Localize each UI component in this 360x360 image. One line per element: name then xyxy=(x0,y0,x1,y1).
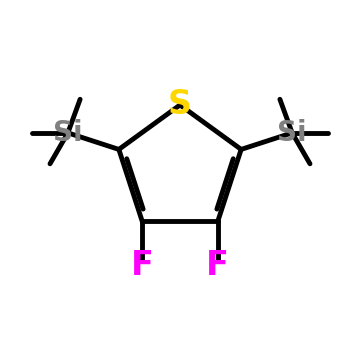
Text: Si: Si xyxy=(277,119,307,147)
Text: S: S xyxy=(168,89,192,121)
Text: F: F xyxy=(206,249,229,283)
Text: Si: Si xyxy=(53,119,83,147)
Text: F: F xyxy=(131,249,154,283)
